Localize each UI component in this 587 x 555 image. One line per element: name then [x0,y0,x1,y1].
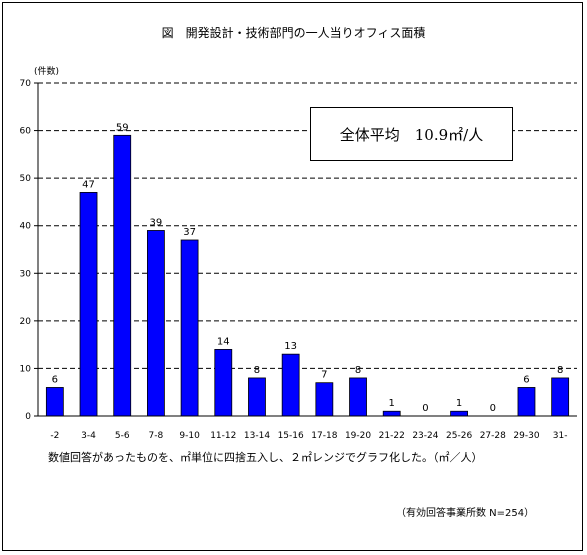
axes [34,82,577,417]
bar [382,410,401,417]
x-tick-label: 29-30 [513,431,539,441]
bar-value-label: 59 [116,122,129,133]
bar [551,377,570,417]
y-tick-label: 0 [25,412,31,422]
bar [315,382,334,417]
bar-value-label: 37 [183,227,196,238]
x-tick-label: 23-24 [412,431,438,441]
bar [79,192,98,417]
bar-value-label: 1 [456,398,462,409]
y-tick-label: 70 [20,79,32,89]
bar-value-label: 14 [217,336,230,347]
bar-value-label: 6 [52,374,58,385]
bar-value-label: 8 [355,365,361,376]
bar-value-label: 7 [321,370,327,381]
bar [349,377,367,417]
data-labels: 6 47 59 39 37 14 8 13 7 8 1 0 1 0 6 8 [52,122,564,414]
bar-value-label: 47 [82,179,95,190]
sample-size-note: （有効回答事業所数 N=254） [396,508,535,519]
x-tick-label: 9-10 [179,431,200,441]
bar-value-label: 13 [284,341,297,352]
x-tick-label: 5-6 [115,431,130,441]
y-tick-label: 40 [20,222,32,232]
y-tick-label: 30 [20,269,32,279]
footnote: 数値回答があったものを、㎡単位に四捨五入し、２㎡レンジでグラフ化した。（㎡／人） [48,451,483,464]
bar-value-label: 6 [523,374,529,385]
y-tick-label: 60 [20,127,32,137]
bar [281,353,300,417]
bar-value-label: 1 [389,398,395,409]
x-tick-label: 17-18 [311,431,337,441]
x-tick-label: 27-28 [480,431,506,441]
y-tick-label: 10 [20,364,32,374]
bar [45,387,64,417]
bar-value-label: 8 [254,365,260,376]
bar-value-label: 8 [557,365,563,376]
chart-frame [2,2,583,551]
x-tick-label: 15-16 [278,431,304,441]
bar [517,387,536,417]
x-tick-label: 11-12 [210,431,236,441]
x-tick-label: 7-8 [149,431,164,441]
x-tick-label: 13-14 [244,431,270,441]
bar [113,134,132,417]
y-tick-label: 50 [20,174,32,184]
bar-value-label: 39 [150,217,163,228]
x-tick-label: 25-26 [446,431,472,441]
y-tick-label: 20 [20,317,32,327]
bar [147,230,165,417]
x-tick-label: 3-4 [81,431,96,441]
bar-value-label: 0 [422,403,428,414]
x-tick-label: 31- [553,431,568,441]
bar [450,410,468,417]
bar [180,239,199,417]
bar [248,377,266,417]
x-tick-label: 21-22 [379,431,405,441]
x-tick-label: 19-20 [345,431,371,441]
x-tick-label: -2 [50,431,59,441]
y-axis-unit-label: (件数) [34,67,60,77]
bars [45,134,570,417]
average-callout: 全体平均 10.9㎡/人 [310,107,513,161]
bar-value-label: 0 [490,403,496,414]
bar [214,348,233,417]
chart-title: 図 開発設計・技術部門の一人当りオフィス面積 [161,26,426,40]
